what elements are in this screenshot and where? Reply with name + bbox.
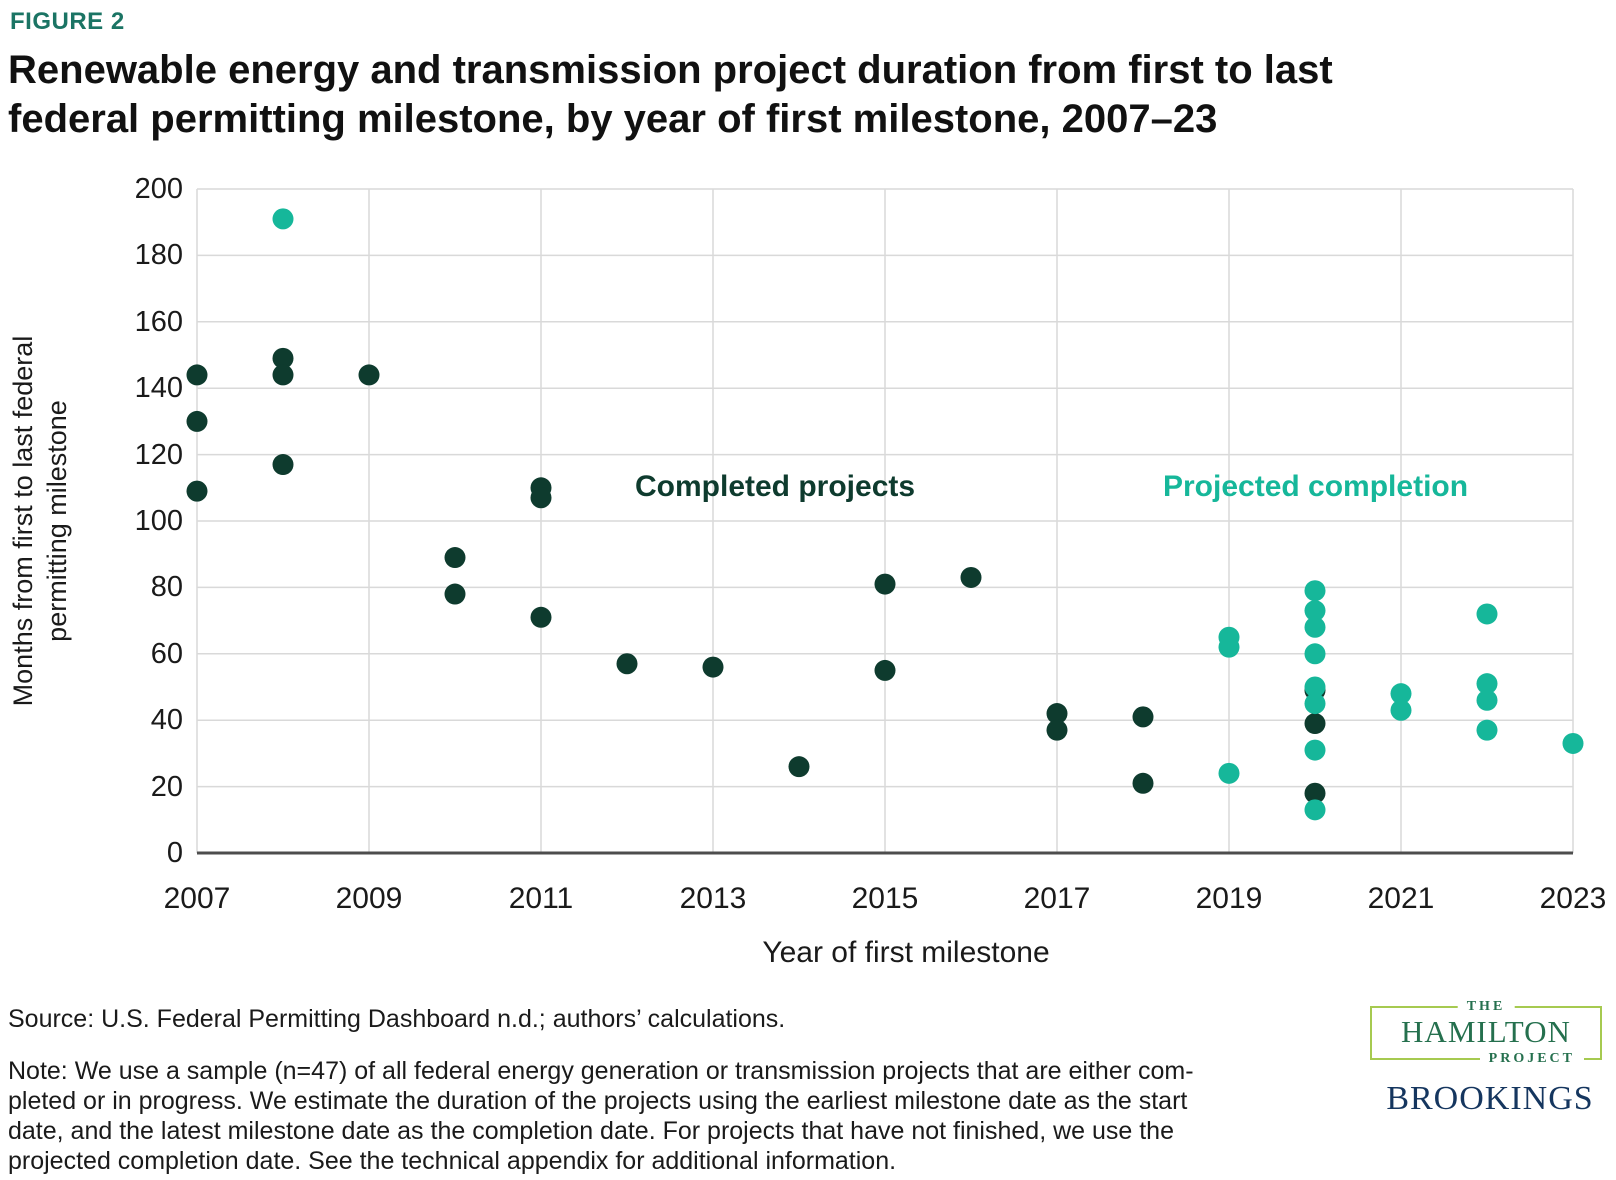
data-point: [272, 454, 294, 476]
note-line-2: pleted or in progress. We estimate the d…: [8, 1087, 1188, 1115]
data-point: [186, 410, 208, 432]
x-tick-2009: 2009: [335, 882, 403, 915]
y-tick-80: 80: [150, 571, 183, 604]
y-tick-160: 160: [134, 305, 183, 338]
y-axis-title: Months from first to last federal permit…: [6, 241, 74, 801]
data-point: [358, 364, 380, 386]
data-point: [1304, 643, 1326, 665]
data-point: [788, 756, 810, 778]
note-text: Note: We use a sample (n=47) of all fede…: [8, 1056, 1194, 1176]
y-tick-100: 100: [134, 505, 183, 537]
data-point: [1132, 772, 1154, 794]
data-point: [1304, 679, 1326, 701]
data-point: [960, 566, 982, 588]
x-axis-title: Year of first milestone: [762, 936, 1050, 969]
series-projected: [272, 208, 1584, 821]
data-point: [1046, 703, 1068, 725]
y-tick-0: 0: [166, 837, 183, 869]
data-point: [1304, 693, 1326, 715]
data-point: [186, 480, 208, 502]
data-point: [1304, 799, 1326, 821]
data-point: [616, 653, 638, 675]
data-point: [1304, 580, 1326, 602]
data-point: [530, 477, 552, 499]
data-point: [1390, 683, 1412, 705]
data-point: [1390, 699, 1412, 721]
data-point: [1304, 713, 1326, 735]
data-point: [1476, 719, 1498, 741]
x-tick-2017: 2017: [1023, 882, 1091, 915]
legend-label-completed: Completed projects: [635, 470, 916, 503]
x-tick-2007: 2007: [163, 882, 231, 915]
data-point: [1304, 600, 1326, 622]
data-point: [874, 573, 896, 595]
y-tick-60: 60: [150, 637, 183, 670]
legend-label-projected: Projected completion: [1163, 470, 1469, 503]
data-point: [1132, 706, 1154, 728]
data-point: [444, 547, 466, 569]
data-point: [272, 208, 294, 230]
y-tick-120: 120: [134, 438, 183, 471]
chart-title: Renewable energy and transmission projec…: [8, 46, 1333, 144]
data-point: [272, 364, 294, 386]
y-tick-180: 180: [134, 239, 183, 272]
chart-title-line-1: Renewable energy and transmission projec…: [8, 48, 1333, 92]
data-point: [874, 659, 896, 681]
hamilton-logo-the: THE: [1457, 998, 1515, 1016]
hamilton-logo-project: PROJECT: [1479, 1050, 1584, 1068]
x-tick-2011: 2011: [508, 882, 574, 915]
data-point: [1304, 782, 1326, 804]
y-tick-40: 40: [150, 704, 183, 737]
data-point: [702, 656, 724, 678]
data-point: [444, 583, 466, 605]
data-point: [530, 606, 552, 628]
data-point: [272, 347, 294, 369]
y-tick-200: 200: [134, 173, 183, 205]
hamilton-project-logo: THE HAMILTON PROJECT: [1370, 998, 1602, 1068]
series-completed: [186, 347, 1326, 804]
data-point: [1476, 689, 1498, 711]
y-axis-title-line-1: Months from first to last federal: [8, 335, 38, 707]
y-axis-title-line-2: permitting milestone: [42, 400, 72, 642]
data-point: [1218, 762, 1240, 784]
hamilton-logo-name: HAMILTON: [1401, 1014, 1571, 1049]
source-text: Source: U.S. Federal Permitting Dashboar…: [8, 1005, 786, 1033]
x-tick-2021: 2021: [1367, 882, 1435, 915]
scatter-chart: 0 20 40 60 80 100 120 140 160 180 200 2007 2009 2011…: [6, 173, 1607, 969]
data-point: [1046, 719, 1068, 741]
y-tick-20: 20: [150, 770, 183, 803]
x-tick-2023: 2023: [1539, 882, 1607, 915]
data-point: [1476, 603, 1498, 625]
data-point: [1304, 739, 1326, 761]
data-point: [1562, 732, 1584, 754]
data-point: [186, 364, 208, 386]
data-point: [1304, 616, 1326, 638]
chart-title-line-2: federal permitting milestone, by year of…: [8, 97, 1218, 141]
data-point: [1304, 676, 1326, 698]
y-tick-140: 140: [134, 372, 183, 405]
x-tick-2019: 2019: [1195, 882, 1263, 915]
data-point: [1218, 636, 1240, 658]
data-point: [530, 487, 552, 509]
x-tick-2015: 2015: [851, 882, 919, 915]
brookings-logo: BROOKINGS: [1386, 1080, 1594, 1117]
data-point: [1476, 673, 1498, 695]
note-line-1: Note: We use a sample (n=47) of all fede…: [8, 1057, 1194, 1085]
data-point: [1218, 626, 1240, 648]
note-line-4: projected completion date. See the techn…: [8, 1147, 897, 1175]
x-tick-2013: 2013: [679, 882, 747, 915]
figure-label: FIGURE 2: [10, 8, 125, 35]
note-line-3: date, and the latest milestone date as t…: [8, 1117, 1174, 1145]
